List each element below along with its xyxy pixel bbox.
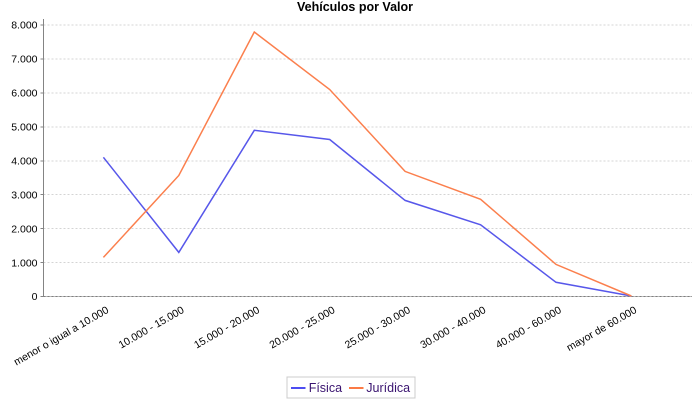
svg-text:1.000: 1.000 — [11, 257, 37, 269]
svg-text:6.000: 6.000 — [11, 88, 37, 100]
svg-text:Vehículos por Valor: Vehículos por Valor — [297, 0, 413, 14]
svg-text:8.000: 8.000 — [11, 20, 37, 32]
svg-text:Física: Física — [309, 381, 342, 395]
svg-text:Jurídica: Jurídica — [366, 381, 410, 395]
svg-text:5.000: 5.000 — [11, 122, 37, 134]
svg-text:7.000: 7.000 — [11, 54, 37, 66]
svg-text:0: 0 — [32, 291, 38, 303]
svg-text:2.000: 2.000 — [11, 223, 37, 235]
svg-text:4.000: 4.000 — [11, 156, 37, 168]
svg-text:3.000: 3.000 — [11, 189, 37, 201]
